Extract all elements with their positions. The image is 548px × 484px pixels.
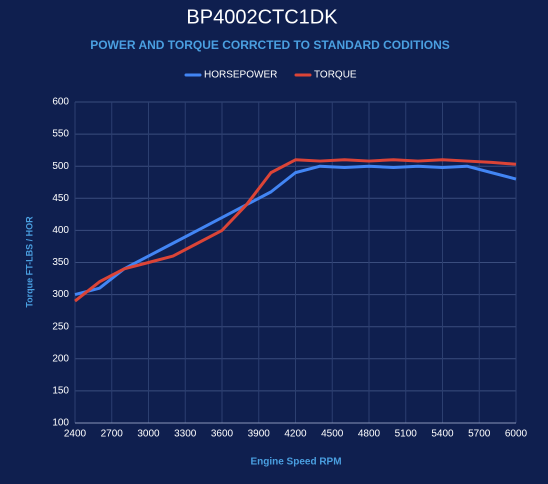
y-tick-label: 250	[52, 321, 69, 332]
legend-label: HORSEPOWER	[204, 70, 277, 81]
x-tick-label: 5400	[431, 429, 454, 440]
x-tick-label: 3600	[211, 429, 234, 440]
y-tick-label: 350	[52, 257, 69, 268]
x-axis-label: Engine Speed RPM	[250, 457, 341, 468]
x-tick-label: 4800	[358, 429, 381, 440]
y-axis-label: Torque FT-LBS / HOR	[24, 216, 34, 308]
y-tick-label: 100	[52, 418, 69, 429]
y-tick-label: 600	[52, 97, 69, 108]
x-tick-label: 4200	[284, 429, 307, 440]
x-tick-label: 3000	[137, 429, 160, 440]
x-tick-label: 3300	[174, 429, 197, 440]
x-tick-label: 2700	[101, 429, 124, 440]
x-tick-label: 3900	[248, 429, 271, 440]
x-tick-label: 5100	[395, 429, 418, 440]
y-tick-label: 150	[52, 386, 69, 397]
x-tick-label: 4500	[321, 429, 344, 440]
y-tick-label: 450	[52, 193, 69, 204]
y-tick-label: 300	[52, 289, 69, 300]
legend-label: TORQUE	[314, 70, 357, 81]
chart-title: BP4002CTC1DK	[186, 6, 338, 28]
y-tick-label: 200	[52, 353, 69, 364]
x-tick-label: 2400	[64, 429, 87, 440]
line-series	[74, 158, 517, 303]
x-tick-label: 5700	[468, 429, 491, 440]
chart-subtitle: POWER AND TORQUE CORRCTED TO STANDARD CO…	[90, 38, 450, 52]
y-tick-label: 400	[52, 225, 69, 236]
line-series	[74, 164, 517, 297]
y-tick-label: 500	[52, 161, 69, 172]
x-tick-label: 6000	[505, 429, 528, 440]
y-tick-label: 550	[52, 129, 69, 140]
